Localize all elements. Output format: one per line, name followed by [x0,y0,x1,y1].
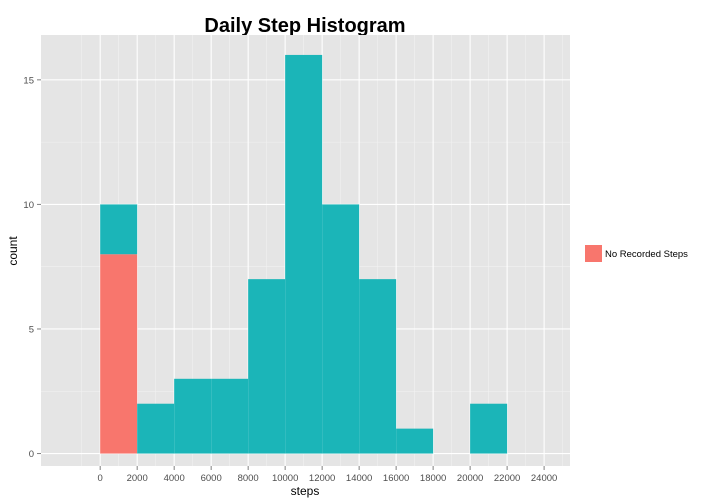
histogram-bar-steps-bin-6 [322,204,360,454]
x-axis-ticks: 0 2000 4000 6000 8000 10000 12000 14000 16000 180… [98,466,557,484]
chart-title: Daily Step Histogram [204,15,405,37]
histogram-bar-steps-bin-8 [396,428,434,454]
y-axis-label: count [6,236,20,266]
y-tick-label: 0 [29,449,34,460]
x-tick-label: 8000 [238,473,259,484]
x-tick-label: 10000 [272,473,298,484]
y-tick-label: 15 [23,75,34,86]
x-tick-label: 24000 [531,473,557,484]
histogram-bar-steps-bin-2 [174,378,212,454]
x-tick-label: 20000 [457,473,483,484]
x-tick-label: 4000 [164,473,185,484]
histogram-bar-no-recorded-steps-bin-0 [100,254,138,454]
histogram-bars [100,54,508,454]
legend: No Recorded Steps [585,245,688,262]
x-tick-label: 16000 [383,473,409,484]
x-axis-label: steps [291,484,320,498]
histogram-bar-steps-bin-4 [248,279,286,454]
y-axis-ticks: 0 5 10 15 [23,75,41,460]
histogram-bar-steps-bin-7 [359,279,397,454]
x-tick-label: 6000 [201,473,222,484]
y-tick-label: 10 [23,200,34,211]
x-tick-label: 2000 [127,473,148,484]
x-tick-label: 22000 [494,473,520,484]
x-tick-label: 14000 [346,473,372,484]
legend-swatch-no-recorded-steps [585,245,602,262]
histogram-bar-steps-bin-0 [100,204,138,255]
histogram-bar-steps-bin-3 [211,378,249,454]
x-tick-label: 12000 [309,473,335,484]
y-tick-label: 5 [29,324,34,335]
legend-label-no-recorded-steps: No Recorded Steps [605,249,688,260]
x-tick-label: 0 [98,473,103,484]
histogram-bar-steps-bin-10 [470,403,508,454]
histogram-bar-steps-bin-1 [137,403,175,454]
histogram-bar-steps-bin-5 [285,54,323,454]
x-tick-label: 18000 [420,473,446,484]
